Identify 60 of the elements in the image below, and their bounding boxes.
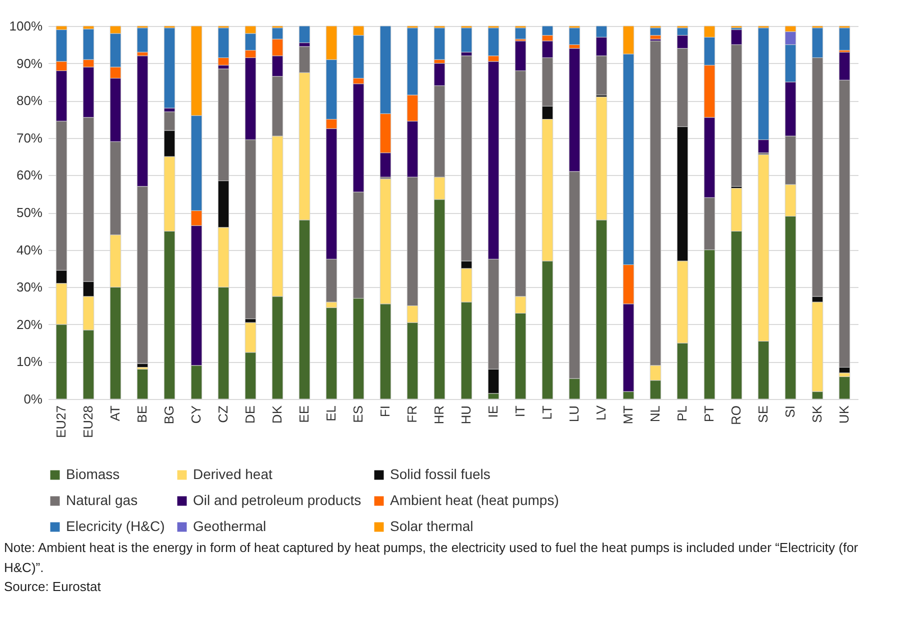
x-tick-label: SK bbox=[810, 405, 824, 423]
bar bbox=[434, 28, 446, 60]
bar bbox=[136, 28, 148, 52]
x-tick-label: ES bbox=[350, 405, 366, 423]
source-note: Source: Eurostat bbox=[4, 578, 102, 596]
x-tick-label: SE bbox=[756, 405, 770, 423]
legend-label: Oil and petroleum products bbox=[193, 492, 362, 508]
x-tick-label: CY bbox=[188, 405, 204, 424]
y-tick-label: 80% bbox=[16, 93, 43, 108]
legend-label: Elecricity (H&C) bbox=[66, 518, 165, 534]
x-tick-label: CZ bbox=[216, 405, 230, 423]
x-tick-label: IT bbox=[512, 405, 528, 418]
y-tick-label: 40% bbox=[16, 242, 43, 258]
legend-label: Natural gas bbox=[66, 492, 138, 508]
y-tick-label: 10% bbox=[16, 354, 43, 370]
legend-label: Ambient heat (heat pumps) bbox=[390, 492, 559, 508]
y-tick-label: 30% bbox=[16, 280, 43, 295]
y-tick-label: 70% bbox=[16, 130, 43, 146]
x-tick-label: NL bbox=[648, 406, 662, 422]
x-tick-label: FI bbox=[378, 406, 392, 418]
x-tick-label: BE bbox=[134, 405, 150, 423]
x-tick-label: EE bbox=[296, 405, 312, 423]
y-tick-label: 50% bbox=[16, 205, 43, 220]
y-tick-label: 20% bbox=[16, 316, 43, 332]
x-tick-label: SI bbox=[782, 406, 798, 418]
bar bbox=[838, 28, 850, 50]
x-tick-label: LT bbox=[540, 405, 554, 420]
x-tick-label: EL bbox=[324, 406, 338, 422]
bar bbox=[568, 28, 580, 45]
legend-label: Biomass bbox=[66, 466, 120, 482]
x-tick-label: UK bbox=[836, 405, 852, 424]
x-tick-label: LV bbox=[594, 405, 608, 420]
bar bbox=[136, 368, 148, 400]
text: Note: Ambient heat is the energy in form of heat captured by heat pumps, the electricity used to fuel the heat pumps is included under “Electricity (for H&C)”. bbox=[4, 539, 860, 577]
x-tick-label: RO bbox=[728, 406, 744, 425]
x-tick-label: EU28 bbox=[80, 406, 96, 438]
x-tick-label: DE bbox=[242, 405, 258, 424]
x-tick-label: HU bbox=[458, 406, 474, 424]
x-tick-label: EU27 bbox=[54, 406, 68, 438]
x-tick-label: AT bbox=[108, 405, 122, 422]
x-tick-label: PT bbox=[702, 405, 716, 422]
x-tick-label: PL bbox=[674, 406, 690, 422]
bar bbox=[460, 28, 472, 52]
x-tick-label: DK bbox=[270, 405, 284, 424]
x-tick-label: LU bbox=[566, 406, 582, 422]
bar bbox=[650, 28, 662, 36]
x-tick-label: IE bbox=[486, 405, 500, 418]
legend-label: Solar thermal bbox=[390, 518, 474, 534]
legend-label: Derived heat bbox=[193, 466, 272, 482]
y-tick-label: 60% bbox=[16, 168, 43, 183]
x-tick-label: BG bbox=[162, 406, 176, 424]
x-tick-label: HR bbox=[432, 406, 446, 424]
x-tick-label: MT bbox=[620, 405, 636, 424]
y-tick-label: 90% bbox=[16, 56, 43, 71]
legend-label: Geothermal bbox=[193, 518, 266, 534]
y-tick-label: 0% bbox=[24, 392, 43, 406]
y-tick-label: 100% bbox=[9, 18, 43, 34]
bar bbox=[838, 376, 850, 400]
x-tick-label: FR bbox=[404, 406, 420, 423]
legend-label: Solid fossil fuels bbox=[390, 466, 490, 482]
